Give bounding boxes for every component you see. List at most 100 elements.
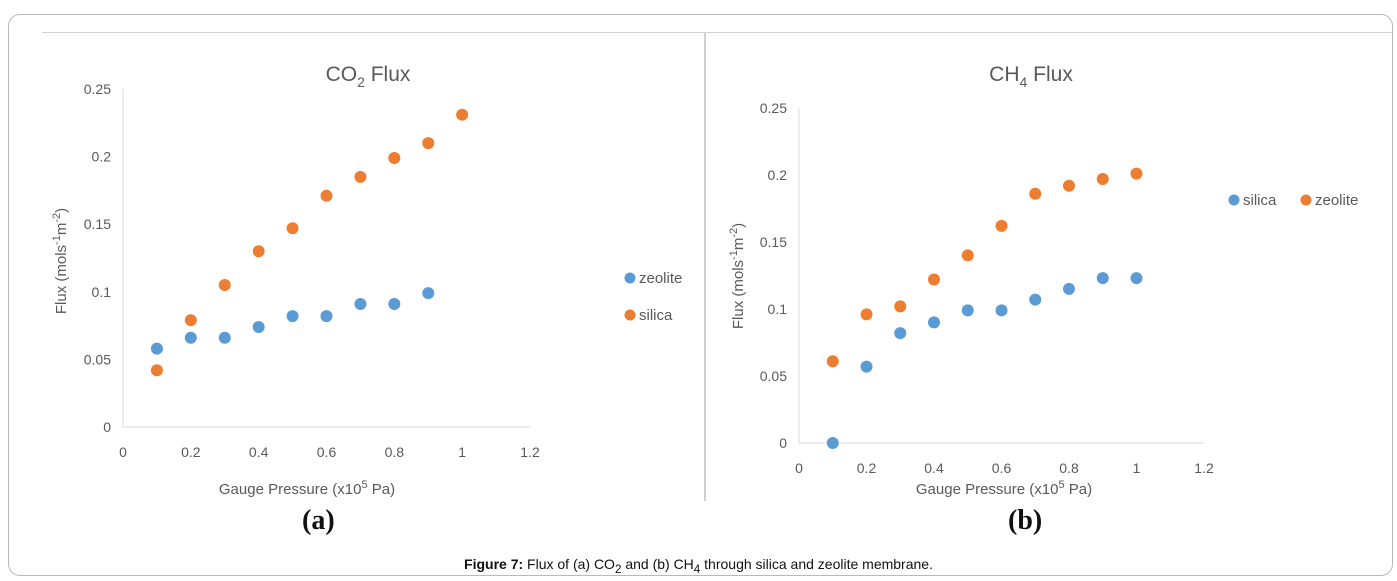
co2-y-tick-label: 0.15 (84, 216, 111, 232)
panel-label-a: (a) (302, 505, 335, 536)
ch4-x-tick-label: 0.2 (857, 460, 877, 476)
ch4-title-main: CH (989, 63, 1019, 86)
ch4-zeolite-point (1029, 187, 1042, 200)
ch4-ylabel-main: Flux (mols (730, 260, 747, 329)
ch4-silica-point (894, 327, 907, 340)
co2-ylabel-mid: m (53, 223, 70, 236)
co2-silica-point (150, 364, 163, 377)
caption-part-3: through silica and zeolite membrane. (700, 556, 933, 572)
co2-y-tick-label: 0.2 (92, 149, 112, 165)
co2-ylabel-sup2: -2 (51, 213, 63, 223)
ch4-silica-point (995, 304, 1008, 317)
panel-label-b: (b) (1008, 505, 1043, 536)
ch4-zeolite-point (995, 219, 1008, 232)
co2-title-main: CO (326, 63, 358, 86)
ch4-y-tick-label: 0.05 (760, 368, 787, 384)
co2-silica-point (184, 314, 197, 327)
ch4-ylabel-sup1: -1 (728, 250, 740, 260)
caption-sub-1: 2 (614, 562, 622, 576)
co2-x-tick-label: 0.4 (249, 444, 269, 460)
co2-title-tail: Flux (365, 63, 411, 86)
ch4-x-tick-label: 0.4 (924, 460, 944, 476)
co2-zeolite-point (286, 310, 299, 323)
co2-zeolite-point (252, 320, 265, 333)
ch4-y-tick-label: 0.2 (768, 167, 788, 183)
ch4-ylabel-mid: m (730, 238, 747, 251)
ch4-y-axis-label: Flux (mols-1m-2) (728, 223, 747, 329)
chart-panel-a: 0 0.05 0.1 0.15 0.2 0.25 0 0.2 0.4 0.6 0.8 1 1.2 CO2 … (42, 32, 705, 501)
ch4-x-tick-label: 0.8 (1059, 460, 1079, 476)
ch4-silica-point (928, 316, 940, 329)
co2-zeolite-point (388, 297, 401, 310)
co2-legend-marker-zeolite (624, 272, 636, 284)
ch4-zeolite-point (928, 273, 940, 286)
caption-sub-2: 4 (693, 562, 701, 576)
co2-chart-title: CO2 Flux (326, 63, 411, 90)
ch4-silica-point (1029, 293, 1042, 306)
co2-zeolite-point (184, 331, 197, 344)
ch4-zeolite-point (961, 249, 974, 262)
caption-label: Figure 7: (464, 556, 524, 572)
caption-part-1: Flux of (a) CO (523, 556, 615, 572)
co2-x-tick-label: 0.8 (385, 444, 405, 460)
co2-x-tick-label: 0 (119, 444, 127, 460)
co2-flux-chart: 0 0.05 0.1 0.15 0.2 0.25 0 0.2 0.4 0.6 0.8 1 1.2 CO2 … (51, 63, 682, 498)
ch4-title-tail: Flux (1027, 63, 1073, 86)
ch4-silica-point (860, 360, 873, 373)
ch4-xlabel-tail: Pa) (1065, 481, 1093, 498)
co2-x-tick-label: 0.6 (317, 444, 337, 460)
ch4-xlabel-main: Gauge Pressure (x10 (916, 481, 1059, 498)
co2-silica-point (252, 245, 265, 258)
co2-y-tick-label: 0.25 (84, 81, 111, 97)
co2-zeolite-point (218, 331, 231, 344)
co2-silica-point (422, 137, 435, 150)
co2-silica-point (456, 108, 469, 121)
co2-x-axis-label: Gauge Pressure (x105 Pa) (219, 479, 395, 498)
co2-x-tick-label: 1.2 (520, 444, 540, 460)
co2-zeolite-point (422, 287, 435, 300)
ch4-ylabel-sup2: -2 (728, 228, 740, 238)
co2-silica-point (320, 189, 333, 202)
co2-legend-label-silica: silica (639, 307, 673, 324)
co2-y-tick-label: 0 (103, 419, 111, 435)
co2-y-tick-label: 0.1 (92, 284, 112, 300)
ch4-zeolite-point (1063, 179, 1075, 192)
ch4-flux-chart: 0 0.05 0.1 0.15 0.2 0.25 0 0.2 0.4 0.6 0.8 1 1.2 CH4 … (728, 63, 1358, 498)
co2-title-sub: 2 (357, 74, 365, 90)
co2-silica-point (388, 151, 401, 164)
ch4-x-tick-label: 0.6 (992, 460, 1012, 476)
co2-zeolite-point (354, 297, 367, 310)
ch4-silica-point (1096, 272, 1109, 285)
ch4-x-tick-label: 1 (1133, 460, 1141, 476)
ch4-legend-marker-silica (1228, 194, 1240, 206)
co2-ylabel-tail: ) (53, 208, 70, 213)
ch4-y-tick-label: 0 (779, 435, 787, 451)
co2-xlabel-tail: Pa) (368, 481, 396, 498)
ch4-legend-label-zeolite: zeolite (1315, 192, 1358, 209)
ch4-ylabel-tail: ) (730, 223, 747, 228)
ch4-x-axis-label: Gauge Pressure (x105 Pa) (916, 479, 1092, 498)
ch4-legend-label-silica: silica (1243, 192, 1277, 209)
caption-part-2: and (b) CH (621, 556, 694, 572)
ch4-zeolite-point (1096, 173, 1109, 186)
co2-ylabel-main: Flux (mols (53, 245, 70, 314)
ch4-title-sub: 4 (1020, 74, 1028, 90)
ch4-y-tick-label: 0.25 (760, 100, 787, 116)
ch4-x-tick-label: 1.2 (1194, 460, 1214, 476)
co2-silica-point (218, 279, 231, 292)
ch4-zeolite-point (826, 355, 839, 368)
ch4-zeolite-point (860, 308, 873, 321)
chart-panel-b: 0 0.05 0.1 0.15 0.2 0.25 0 0.2 0.4 0.6 0.8 1 1.2 CH4 … (705, 32, 1392, 501)
co2-y-tick-label: 0.05 (84, 351, 111, 367)
figure-caption: Figure 7: Flux of (a) CO2 and (b) CH4 th… (0, 556, 1397, 576)
co2-y-axis-label: Flux (mols-1m-2) (51, 208, 70, 314)
ch4-xlabel-sup: 5 (1058, 479, 1064, 491)
ch4-zeolite-point (1130, 167, 1143, 180)
ch4-chart-title: CH4 Flux (989, 63, 1073, 90)
co2-silica-point (354, 170, 367, 183)
ch4-silica-point (1063, 282, 1075, 295)
ch4-silica-point (961, 304, 974, 317)
ch4-y-tick-label: 0.1 (768, 301, 788, 317)
co2-zeolite-point (150, 342, 163, 355)
co2-silica-point (286, 222, 299, 235)
